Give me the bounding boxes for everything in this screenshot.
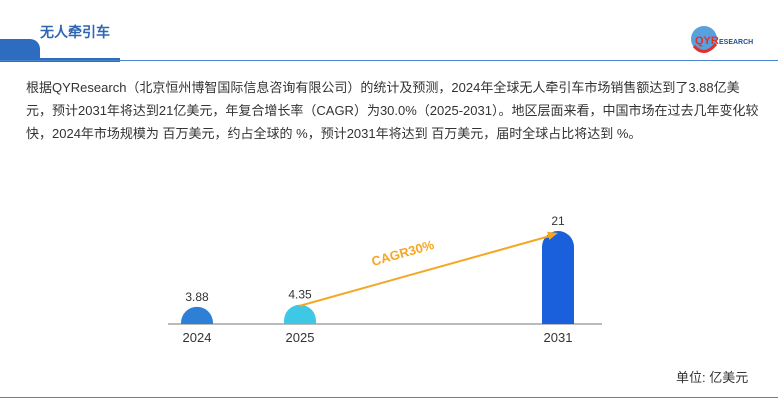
svg-text:QYR: QYR bbox=[695, 35, 719, 47]
cagr-arrow-line bbox=[299, 235, 551, 307]
bar-2031 bbox=[542, 231, 574, 324]
x-tick-2024: 2024 bbox=[183, 330, 212, 345]
cagr-annotation: CAGR30% bbox=[370, 237, 436, 269]
page-title: 无人牵引车 bbox=[40, 24, 110, 40]
x-tick-2025: 2025 bbox=[286, 330, 315, 345]
qyresearch-logo: QYR ESEARCH bbox=[691, 26, 753, 53]
svg-text:ESEARCH: ESEARCH bbox=[719, 39, 753, 46]
bar-2025 bbox=[284, 304, 316, 324]
unit-label: 单位: 亿美元 bbox=[676, 370, 749, 385]
data-label-2025: 4.35 bbox=[288, 288, 312, 302]
data-label-2031: 21 bbox=[551, 214, 565, 228]
footer-divider bbox=[0, 397, 778, 398]
header-divider bbox=[0, 60, 778, 61]
data-label-2024: 3.88 bbox=[185, 290, 209, 304]
x-tick-2031: 2031 bbox=[544, 330, 573, 345]
bar-2024 bbox=[181, 306, 213, 324]
cagr-arrow-head bbox=[547, 231, 558, 240]
market-description: 根据QYResearch（北京恒州博智国际信息咨询有限公司）的统计及预测，202… bbox=[26, 80, 759, 141]
header-tab-decoration bbox=[0, 39, 40, 59]
